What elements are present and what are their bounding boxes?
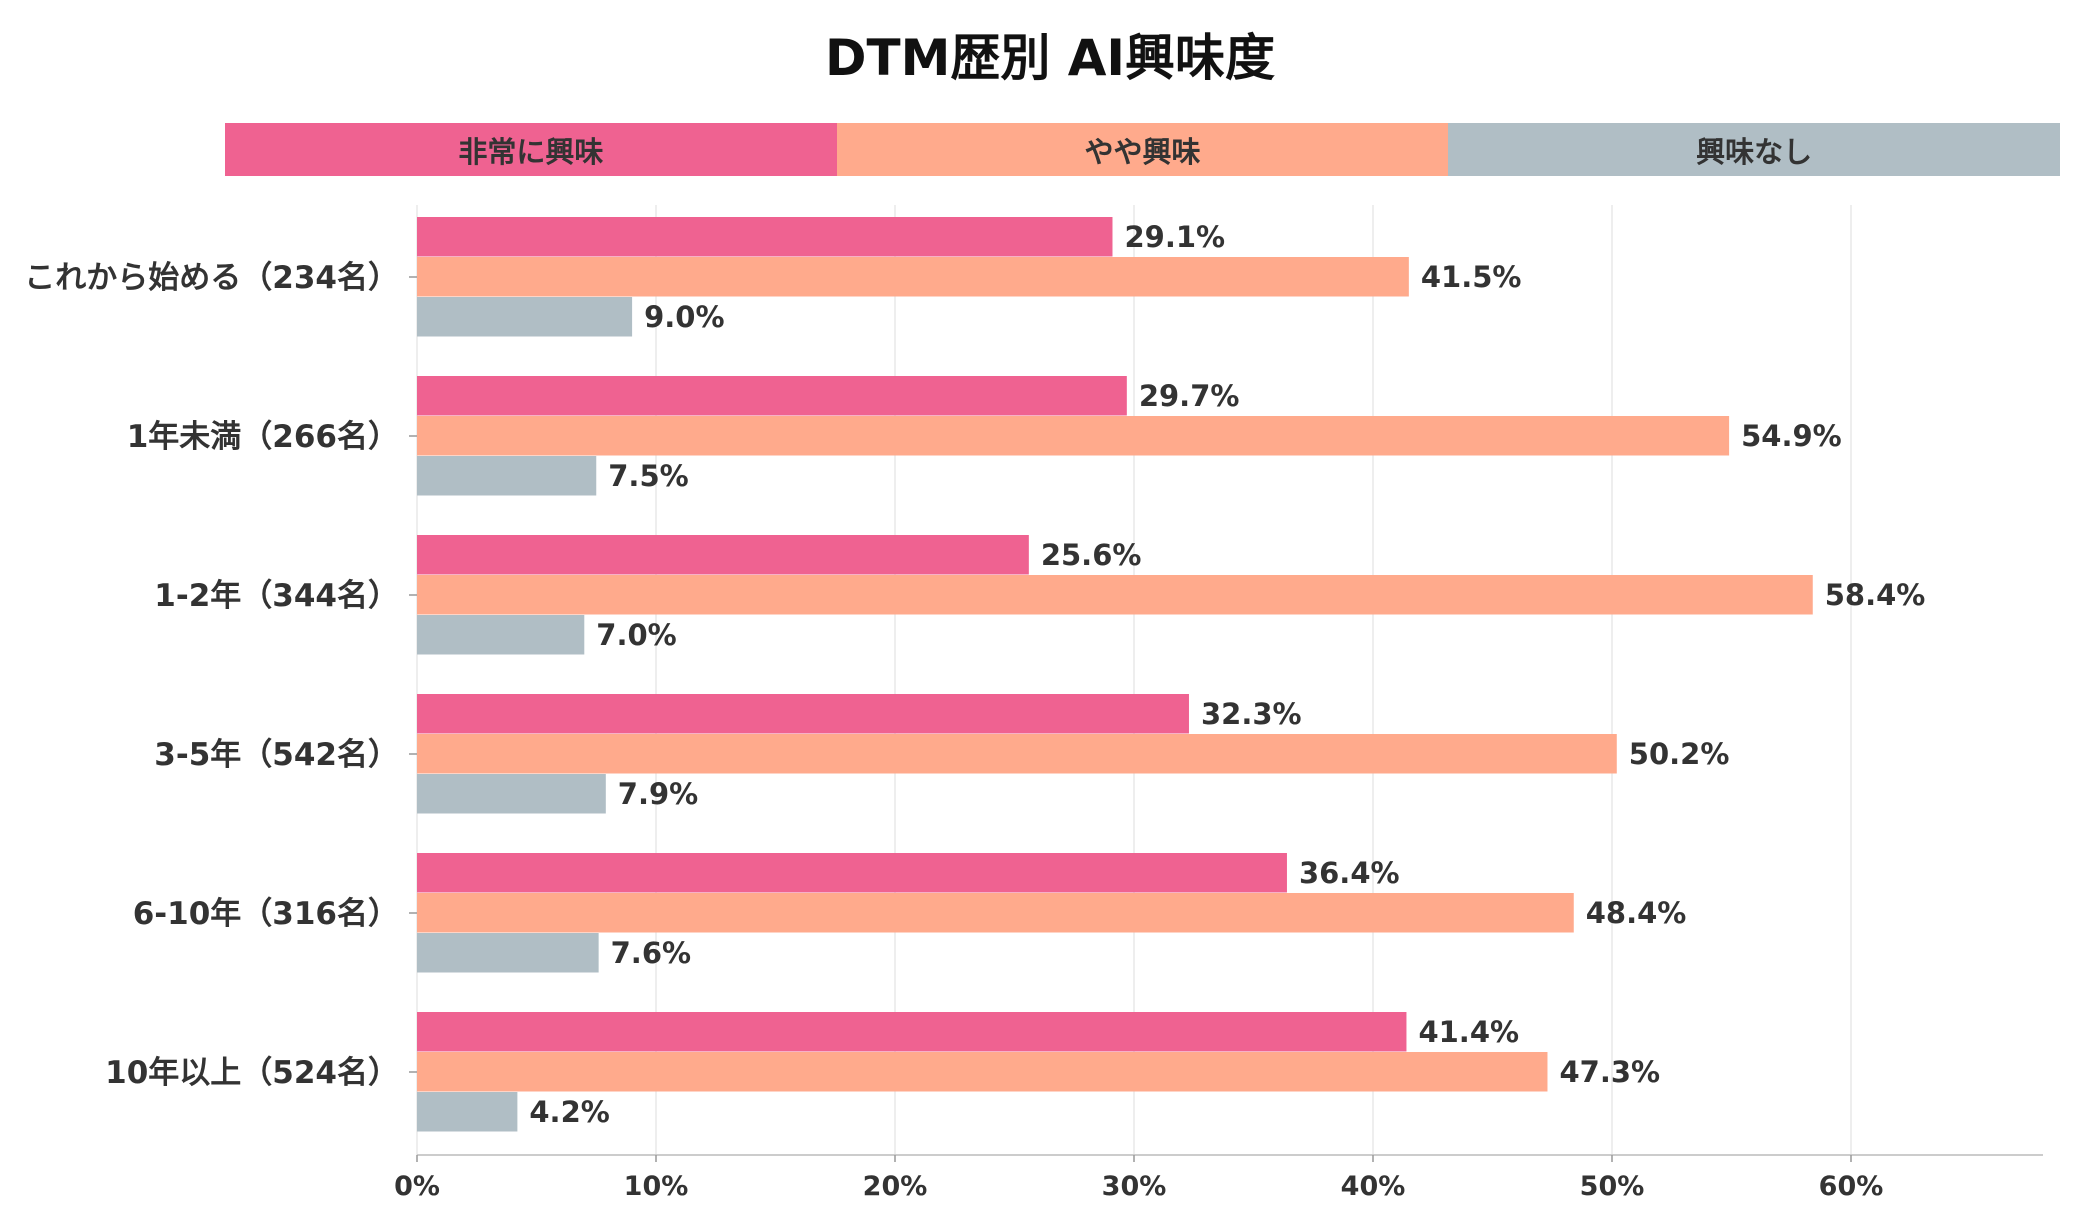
data-label: 7.0% [596,618,676,652]
category-label: 3-5年（542名） [154,737,399,773]
legend: 非常に興味 やや興味 興味なし [225,123,2061,176]
x-tick-label: 50% [1580,1171,1645,1202]
x-tick-label: 20% [863,1171,928,1202]
data-label: 41.4% [1418,1015,1519,1049]
x-tick-label: 0% [394,1171,440,1202]
data-label: 7.5% [608,459,688,493]
bar [417,774,606,814]
bar [417,376,1127,416]
category-label: 6-10年（316名） [133,896,399,932]
category-label: 1-2年（344名） [154,578,399,614]
category-label: 1年未満（266名） [127,419,399,455]
x-tick-label: 30% [1102,1171,1167,1202]
bar [417,456,597,496]
legend-item-not-interested: 興味なし [1448,123,2061,176]
data-label: 7.6% [611,936,691,970]
bar [417,257,1409,297]
data-label: 50.2% [1629,737,1730,771]
bar [417,893,1574,933]
bar [417,1012,1407,1052]
bar [417,535,1029,575]
category-label: 10年以上（524名） [105,1055,399,1091]
bar [417,694,1189,734]
legend-item-very-interested: 非常に興味 [225,123,837,176]
bar [417,853,1287,893]
data-label: 32.3% [1201,697,1302,731]
bar [417,416,1730,456]
data-label: 41.5% [1421,260,1522,294]
data-label: 7.9% [618,777,698,811]
data-label: 9.0% [644,300,724,334]
bar [417,1052,1548,1092]
data-label: 58.4% [1825,578,1926,612]
x-tick-label: 10% [624,1171,689,1202]
data-label: 29.1% [1124,220,1225,254]
data-label: 54.9% [1741,419,1842,453]
bar [417,734,1617,774]
data-label: 36.4% [1299,856,1400,890]
data-label: 4.2% [529,1095,609,1129]
x-tick-label: 60% [1819,1171,1884,1202]
data-label: 48.4% [1586,896,1687,930]
data-label: 25.6% [1041,538,1142,572]
chart-title: DTM歴別 AI興味度 [824,29,1276,87]
bar [417,575,1813,615]
bar [417,615,585,655]
bar [417,1092,518,1132]
bar [417,933,599,973]
data-label: 47.3% [1559,1055,1660,1089]
bar [417,297,633,337]
x-tick-label: 40% [1341,1171,1406,1202]
bar [417,217,1113,257]
data-label: 29.7% [1139,379,1240,413]
legend-item-somewhat-interested: やや興味 [836,123,1449,176]
category-label: これから始める（234名） [24,260,399,296]
